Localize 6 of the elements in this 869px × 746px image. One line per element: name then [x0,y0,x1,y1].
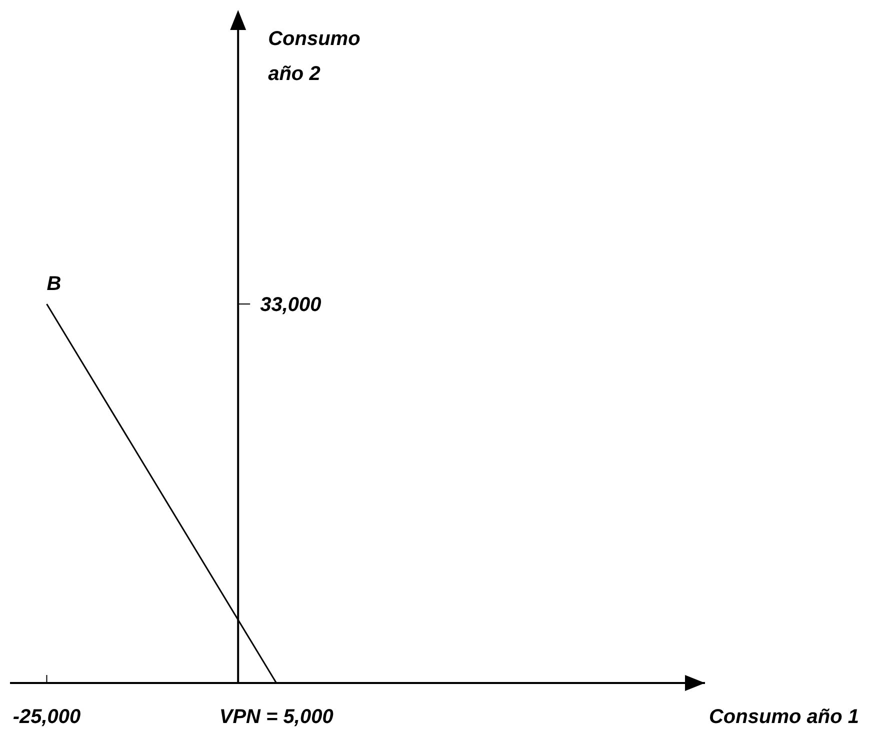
x-axis-title: Consumo año 1 [708,706,859,728]
text: B [46,273,62,295]
annotation: 33,000 [260,294,322,316]
x-tick-label: -25,000 [12,706,81,728]
text: Consumo año 2 [268,28,360,85]
x-tick-label: VPN = 5,000 [219,706,334,728]
